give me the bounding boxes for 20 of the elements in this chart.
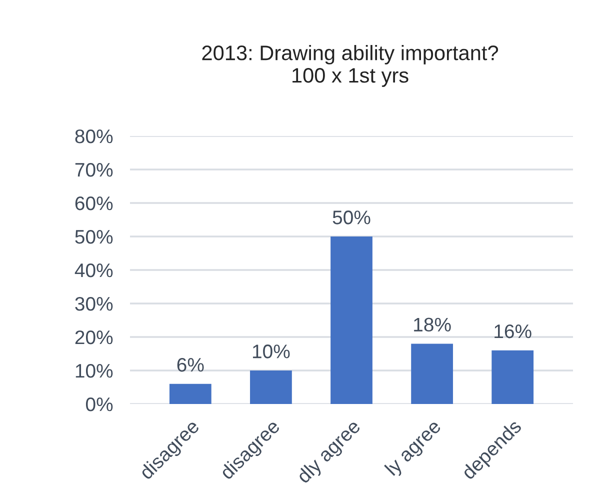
- y-tick-label: 60%: [75, 196, 113, 210]
- y-tick-label: 40%: [74, 263, 113, 278]
- data-label: 18%: [414, 318, 451, 332]
- data-label: 6%: [177, 358, 204, 372]
- y-tick-label: 0%: [86, 397, 113, 412]
- y-tick-label: 20%: [75, 330, 113, 344]
- bar: [411, 344, 453, 404]
- data-label: 16%: [494, 324, 532, 338]
- data-label: 10%: [252, 344, 290, 358]
- bar: [330, 236, 372, 404]
- data-label: 50%: [332, 210, 370, 224]
- chart-title: 2013: Drawing ability important? 100 x 1st yrs: [202, 45, 498, 87]
- y-tick-label: 80%: [75, 129, 113, 144]
- y-tick-label: 70%: [75, 162, 113, 177]
- y-tick-label: 10%: [76, 364, 113, 378]
- y-tick-label: 50%: [75, 230, 113, 244]
- y-tick-label: 30%: [75, 296, 113, 311]
- bar: [169, 384, 212, 404]
- bar: [492, 350, 534, 404]
- bar: [250, 370, 292, 404]
